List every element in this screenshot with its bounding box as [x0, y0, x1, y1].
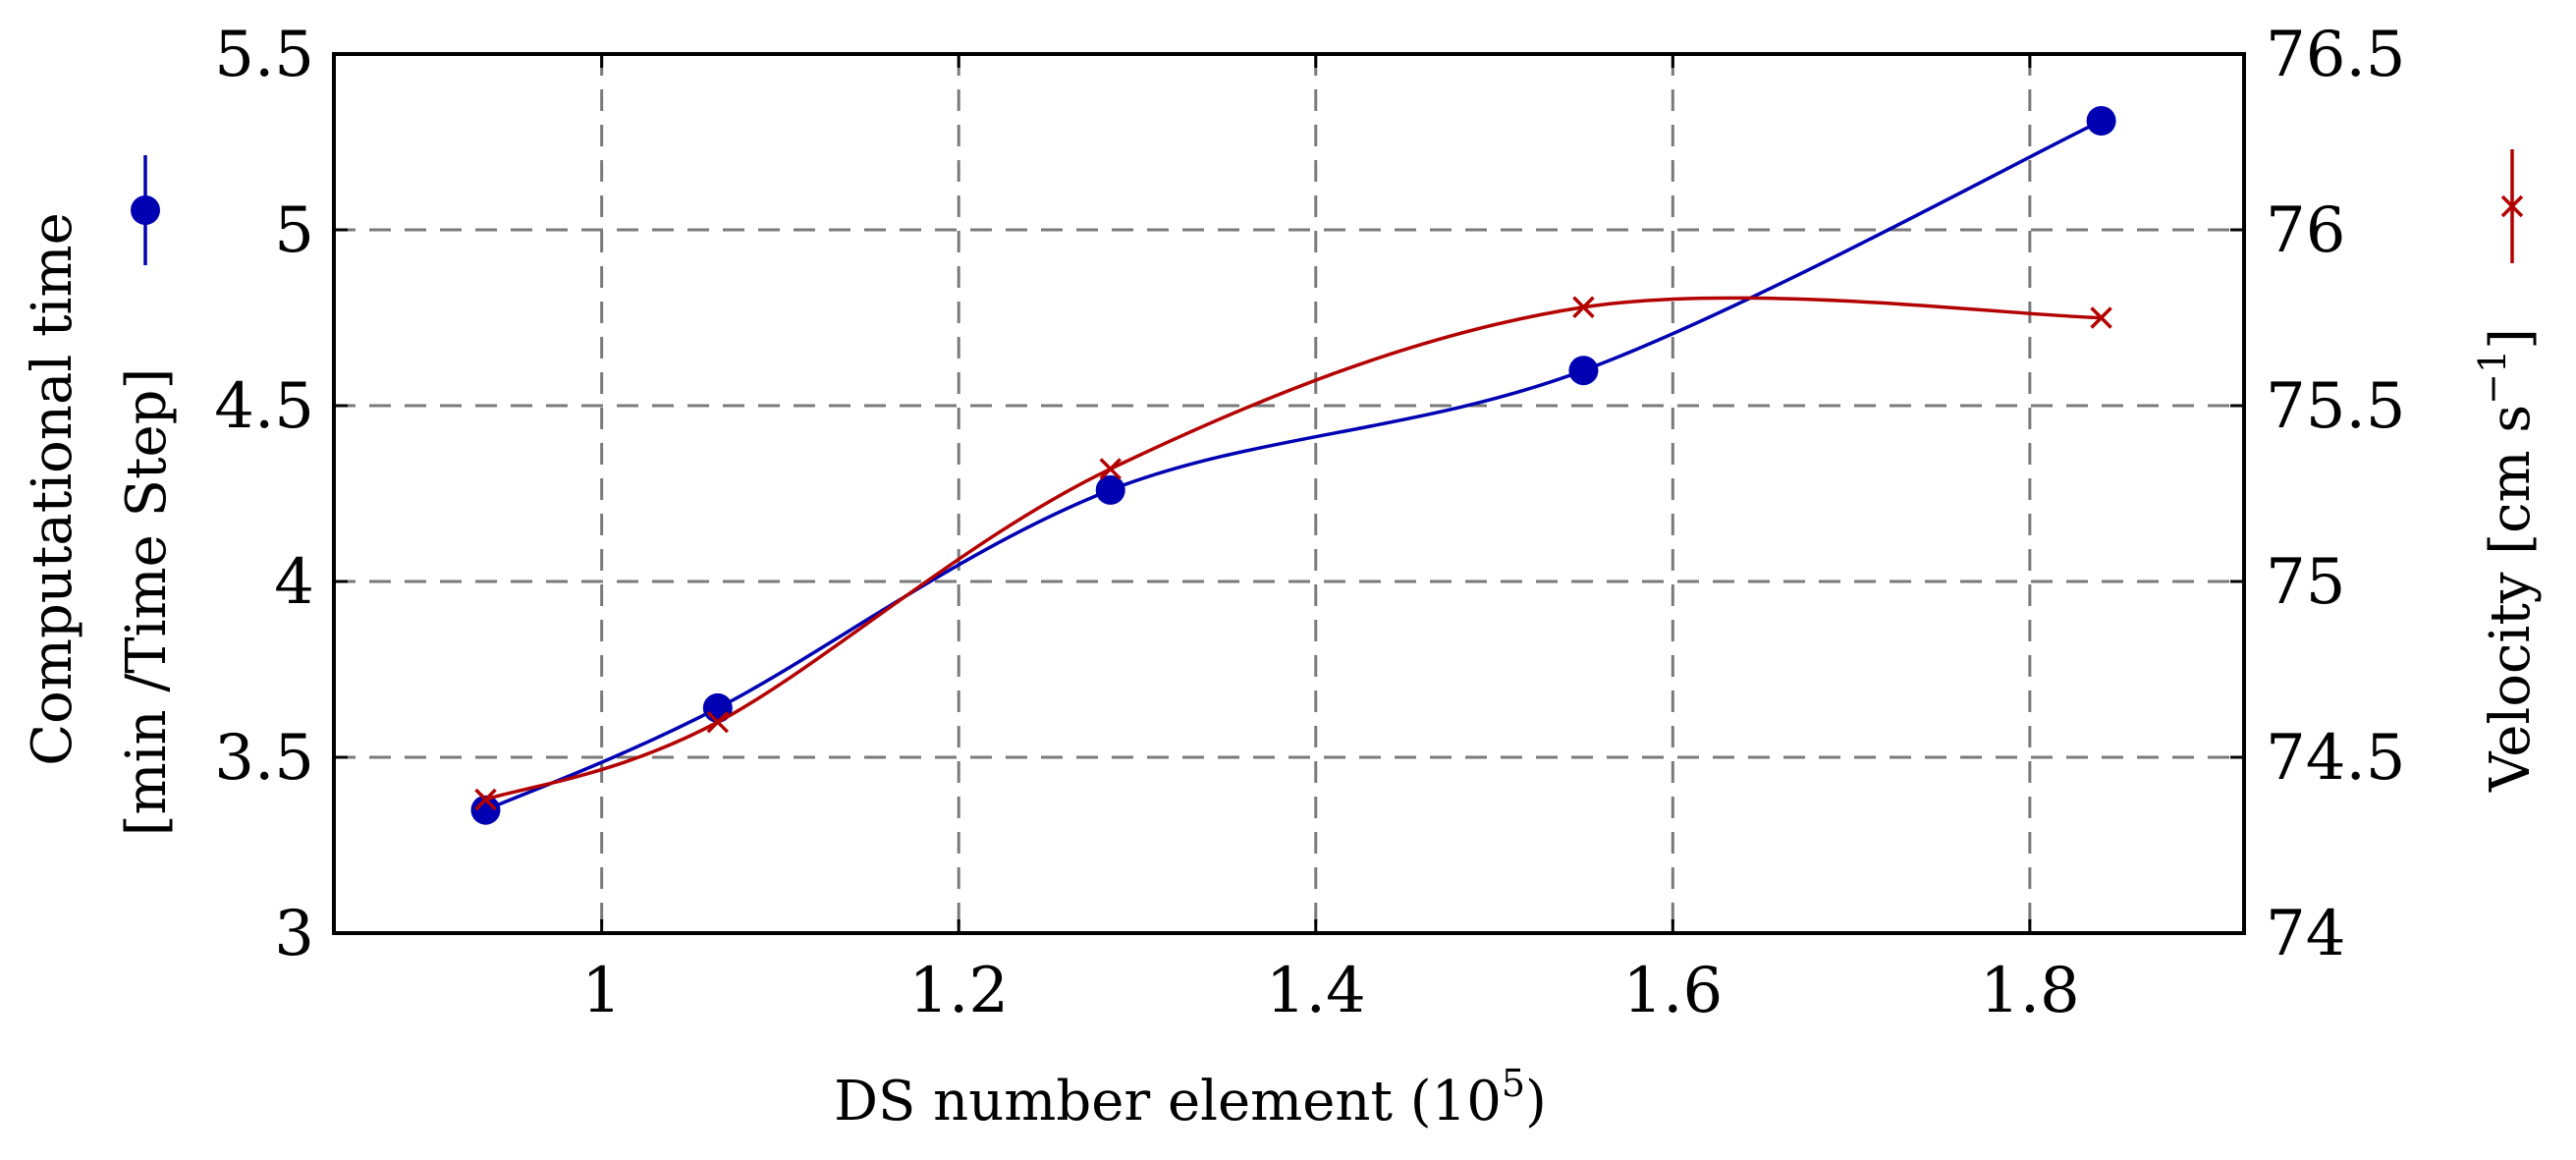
right-y-tick-label: 75.5	[2266, 370, 2406, 443]
left-axis-label-2: [min /Time Step]	[115, 368, 179, 837]
x-tick-label: 1	[581, 955, 622, 1027]
legend-left-marker	[131, 195, 160, 225]
left-y-tick-label: 5.5	[214, 19, 314, 91]
right-axis-label-end: ]	[2479, 328, 2543, 350]
data-point-circle	[470, 795, 501, 825]
legend-left-circle-series	[131, 155, 160, 265]
right-axis-label-main: Velocity [cm s	[2479, 405, 2543, 793]
x-tick-label: 1.6	[1622, 955, 1723, 1027]
svg-text:Velocity [cm s−1]: Velocity [cm s−1]	[2471, 328, 2543, 793]
x-tick-label: 1.8	[1980, 955, 2080, 1027]
right-axis-label-sup: −1	[2471, 350, 2514, 405]
left-y-tick-label: 5	[274, 194, 314, 267]
left-axis-label: Computational time	[21, 212, 84, 765]
x-axis-label: DS number element (105)	[834, 1062, 1547, 1133]
right-axis-label: Velocity [cm s−1]	[2471, 328, 2543, 793]
x-axis-label-end: )	[1525, 1070, 1547, 1133]
data-point-circle	[1568, 356, 1599, 386]
data-point-x	[2090, 306, 2112, 329]
x-tick-label: 1.2	[908, 955, 1009, 1027]
right-y-tick-label: 74	[2266, 898, 2345, 970]
series-layer	[470, 106, 2116, 825]
right-y-tick-label: 76.5	[2266, 19, 2406, 91]
legend-right-marker-b	[2500, 194, 2524, 218]
left-axis-label-line2: [min /Time Step]	[115, 368, 179, 837]
data-point-x	[1572, 296, 1595, 318]
data-point-circle	[2086, 106, 2116, 137]
x-tick-label: 1.4	[1266, 955, 1366, 1027]
left-axis-label-line1: Computational time	[21, 212, 84, 765]
legend-right-x-series	[2500, 149, 2524, 263]
series-line-circle	[484, 119, 2103, 812]
x-axis-label-main: DS number element (10	[834, 1070, 1502, 1133]
plot-frame	[332, 52, 2246, 935]
x-axis-label-sup: 5	[1502, 1062, 1525, 1105]
left-y-tick-label: 4.5	[214, 370, 314, 443]
series-line-x	[484, 296, 2102, 801]
tick-layer: 1 1.2 1.4 1.6 1.8 3 3.5 4 4.5 5 5.5 74 74.5 75 75.5 76 7…	[214, 19, 2405, 1027]
data-point-circle	[1095, 474, 1125, 505]
data-point-x	[706, 710, 730, 734]
data-point-x	[474, 788, 497, 811]
data-point-x	[1099, 458, 1122, 480]
left-y-tick-label: 4	[274, 546, 314, 619]
right-y-tick-label: 75	[2266, 546, 2345, 619]
grid-layer	[334, 54, 2244, 933]
left-y-tick-label: 3	[274, 898, 314, 970]
right-y-tick-label: 76	[2266, 194, 2345, 267]
left-y-tick-label: 3.5	[214, 722, 314, 795]
right-y-tick-label: 74.5	[2266, 722, 2406, 795]
